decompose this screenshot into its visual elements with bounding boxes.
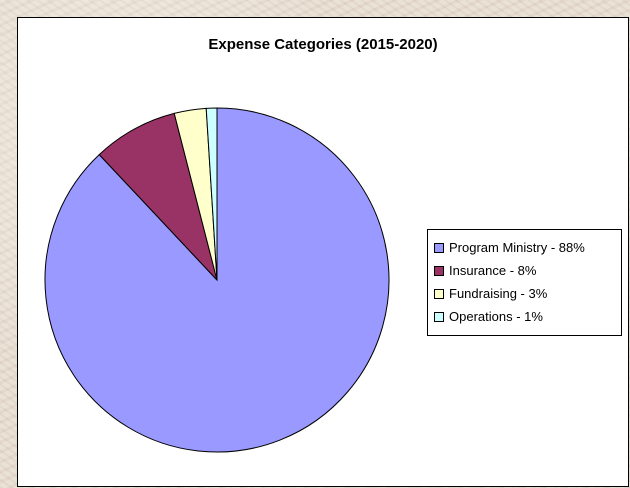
legend-item-insurance: Insurance - 8% xyxy=(434,259,621,282)
legend-item-operations: Operations - 1% xyxy=(434,305,621,328)
legend-swatch xyxy=(434,265,444,276)
legend-swatch xyxy=(434,242,444,253)
chart-title: Expense Categories (2015-2020) xyxy=(208,36,438,53)
chart-area: Expense Categories (2015-2020) Program M… xyxy=(17,17,629,487)
legend-item-program-ministry: Program Ministry - 88% xyxy=(434,236,621,259)
legend-swatch xyxy=(434,288,444,299)
legend-label: Insurance - 8% xyxy=(449,263,537,278)
pie-slices xyxy=(44,107,390,453)
pie-slice-operations xyxy=(205,107,218,281)
chart-legend: Program Ministry - 88% Insurance - 8% Fu… xyxy=(427,229,622,336)
legend-item-fundraising: Fundraising - 3% xyxy=(434,282,621,305)
legend-label: Fundraising - 3% xyxy=(449,286,548,301)
legend-label: Operations - 1% xyxy=(449,309,543,324)
pie-chart xyxy=(44,107,390,453)
legend-swatch xyxy=(434,311,444,322)
legend-label: Program Ministry - 88% xyxy=(449,240,585,255)
